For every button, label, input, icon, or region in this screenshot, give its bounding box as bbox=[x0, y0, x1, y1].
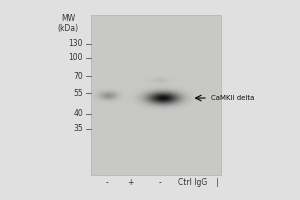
Text: 55: 55 bbox=[74, 89, 83, 98]
Text: 100: 100 bbox=[69, 53, 83, 62]
Text: -: - bbox=[159, 178, 162, 187]
Text: Ctrl IgG: Ctrl IgG bbox=[178, 178, 208, 187]
Text: 70: 70 bbox=[74, 72, 83, 81]
Bar bbox=[91, 15, 221, 175]
Text: 130: 130 bbox=[69, 39, 83, 48]
Text: CaMKII delta: CaMKII delta bbox=[211, 95, 254, 101]
Text: MW
(kDa): MW (kDa) bbox=[58, 14, 79, 33]
Text: +: + bbox=[128, 178, 134, 187]
Text: 35: 35 bbox=[74, 124, 83, 133]
Text: -: - bbox=[106, 178, 108, 187]
Text: 40: 40 bbox=[74, 109, 83, 118]
Text: |: | bbox=[216, 178, 218, 187]
